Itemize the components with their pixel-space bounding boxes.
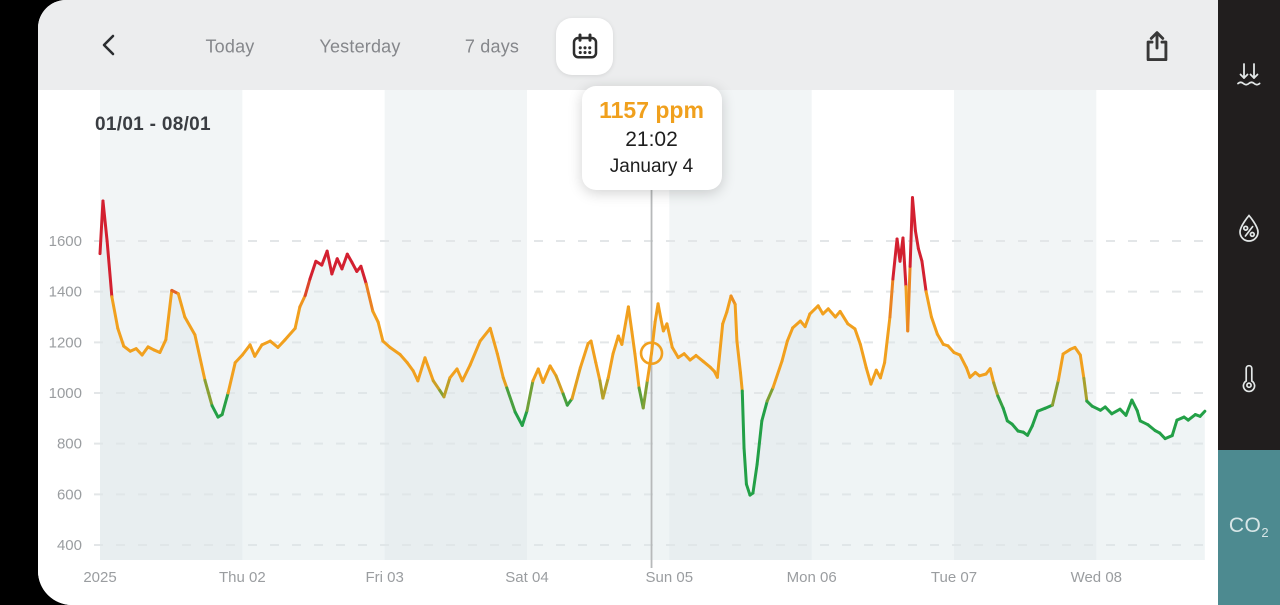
sidebar-item-humidity[interactable] (1218, 196, 1280, 260)
svg-text:Thu 02: Thu 02 (219, 569, 266, 586)
calendar-icon (572, 33, 597, 58)
tab-today[interactable]: Today (205, 36, 255, 57)
svg-text:Tue 07: Tue 07 (931, 569, 977, 586)
calendar-button[interactable] (556, 18, 613, 75)
chart-date-range: 01/01 - 08/01 (95, 114, 211, 135)
svg-text:1200: 1200 (49, 334, 82, 351)
svg-text:800: 800 (57, 436, 82, 453)
tooltip-time: 21:02 (625, 128, 678, 151)
share-button[interactable] (1141, 29, 1173, 63)
share-icon (1146, 31, 1168, 62)
back-button[interactable] (96, 31, 124, 59)
co2-subscript: 2 (1261, 525, 1270, 541)
sidebar-item-temperature[interactable] (1218, 346, 1280, 410)
humidity-droplet-percent-icon (1239, 214, 1259, 242)
svg-text:1400: 1400 (49, 284, 82, 301)
svg-text:Fri 03: Fri 03 (365, 569, 403, 586)
sensor-sidebar: CO2 (1218, 0, 1280, 605)
tab-yesterday[interactable]: Yesterday (319, 36, 401, 57)
top-bar: Today Yesterday 7 days (38, 0, 1218, 90)
data-point-tooltip: 1157 ppm 21:02 January 4 (581, 86, 722, 190)
svg-text:2025: 2025 (83, 569, 116, 586)
svg-text:Sat 04: Sat 04 (505, 569, 548, 586)
thermometer-icon (1242, 364, 1256, 393)
svg-text:600: 600 (57, 486, 82, 503)
svg-text:400: 400 (57, 537, 82, 554)
svg-text:Wed 08: Wed 08 (1071, 569, 1122, 586)
sidebar-item-pressure[interactable] (1218, 43, 1280, 107)
tooltip-date: January 4 (609, 156, 694, 177)
chevron-left-icon (102, 34, 115, 56)
app-window: Today Yesterday 7 days 1600 1400 1200 1000 8… (38, 0, 1218, 605)
svg-text:Sun 05: Sun 05 (646, 569, 694, 586)
sidebar-item-co2-active[interactable]: CO2 (1218, 450, 1280, 605)
svg-text:Mon 06: Mon 06 (787, 569, 837, 586)
co2-label: CO2 (1228, 514, 1270, 541)
svg-text:1000: 1000 (49, 385, 82, 402)
tab-7-days[interactable]: 7 days (464, 36, 520, 57)
pressure-icon (1237, 63, 1261, 86)
svg-text:1600: 1600 (49, 233, 82, 250)
tooltip-value: 1157 ppm (599, 97, 704, 123)
